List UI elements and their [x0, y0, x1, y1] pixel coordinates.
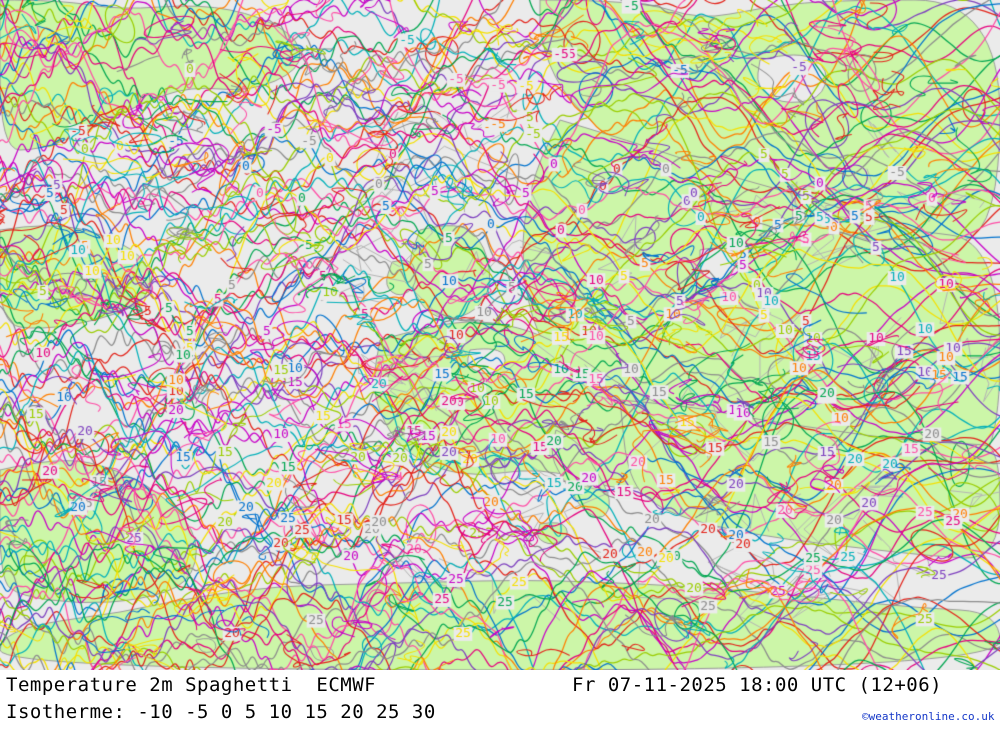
isotherm-levels-label: Isotherme: -10 -5 0 5 10 15 20 25 30: [6, 701, 436, 723]
map-panel[interactable]: [0, 0, 1000, 670]
spaghetti-contour-map[interactable]: [0, 0, 1000, 670]
valid-time-label: Fr 07-11-2025 18:00 UTC (12+06): [572, 674, 943, 696]
copyright-label: ©weatheronline.co.uk: [862, 710, 995, 723]
product-title: Temperature 2m Spaghetti ECMWF: [6, 674, 377, 696]
map-footer: Temperature 2m Spaghetti ECMWF Fr 07-11-…: [0, 670, 1000, 733]
